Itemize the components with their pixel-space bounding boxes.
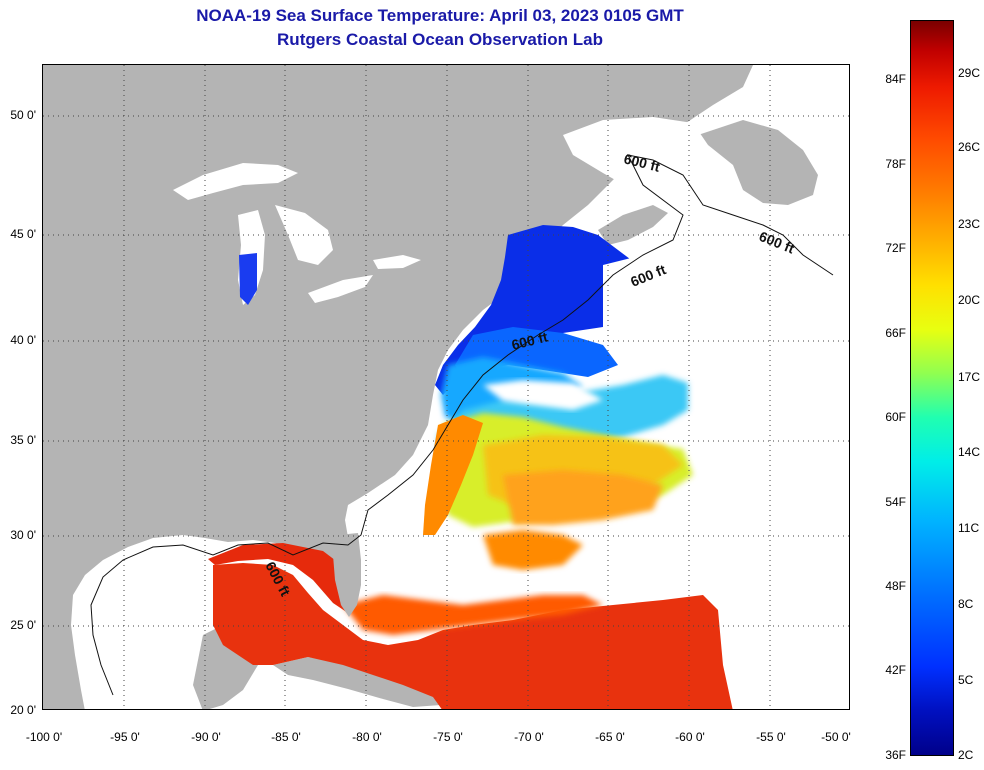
land-newfoundland: [698, 120, 818, 205]
lon-label-70: -70 0': [514, 730, 544, 744]
colorbar-label-20c: 20C: [958, 293, 981, 307]
lon-label-60: -60 0': [675, 730, 705, 744]
land-cuba: [273, 657, 441, 707]
lon-label-85: -85 0': [271, 730, 301, 744]
lon-label-100: -100 0': [25, 730, 63, 744]
lat-label-25: 25 0': [10, 618, 36, 632]
colorbar-label-29c: 29C: [958, 66, 981, 80]
colorbar-label-8c: 8C: [958, 597, 974, 611]
lon-label-65: -65 0': [595, 730, 625, 744]
cloud-north-atlantic: [563, 245, 849, 709]
lat-label-35: 35 0': [10, 433, 36, 447]
colorbar-label-42f: 42F: [885, 663, 906, 677]
lat-label-20: 20 0': [10, 703, 36, 717]
lon-label-95: -95 0': [110, 730, 140, 744]
colorbar-label-72f: 72F: [885, 241, 906, 255]
sst-gulf-caribbean: [208, 530, 733, 709]
colorbar-label-60f: 60F: [885, 410, 906, 424]
lake-erie: [308, 275, 373, 303]
lon-label-55: -55 0': [756, 730, 786, 744]
colorbar-label-36f: 36F: [885, 748, 906, 762]
colorbar-label-66f: 66F: [885, 326, 906, 340]
colorbar-label-11c: 11C: [958, 521, 980, 535]
cloud-central: [483, 380, 603, 410]
lon-label-80: -80 0': [352, 730, 382, 744]
sst-map: 600 ft 600 ft 600 ft 600 ft 600 ft: [42, 64, 850, 710]
colorbar-label-17c: 17C: [958, 370, 981, 384]
lake-michigan-sst: [239, 253, 257, 305]
sst-map-canvas: 600 ft 600 ft 600 ft 600 ft 600 ft: [43, 65, 849, 709]
land-nova-scotia: [598, 205, 668, 245]
lon-label-90: -90 0': [191, 730, 221, 744]
lon-label-75: -75 0': [433, 730, 463, 744]
lake-superior: [173, 163, 298, 200]
land-north-america: [43, 65, 753, 709]
lat-label-30: 30 0': [10, 528, 36, 542]
map-title: NOAA-19 Sea Surface Temperature: April 0…: [196, 6, 684, 25]
lat-label-50: 50 0': [10, 108, 36, 122]
colorbar-label-48f: 48F: [885, 579, 906, 593]
temperature-colorbar: [910, 20, 954, 756]
colorbar-label-26c: 26C: [958, 140, 981, 154]
contour-600ft: [90, 154, 834, 696]
colorbar-label-14c: 14C: [958, 445, 981, 459]
sst-gulf-stream: [423, 375, 693, 535]
map-subtitle: Rutgers Coastal Ocean Observation Lab: [277, 30, 603, 49]
colorbar-label-54f: 54F: [885, 495, 906, 509]
colorbar-label-84f: 84F: [885, 72, 906, 86]
lake-ontario: [373, 255, 421, 269]
lon-label-50: -50 0': [821, 730, 851, 744]
land-florida: [333, 533, 361, 617]
colorbar-label-2c: 2C: [958, 748, 974, 762]
colorbar-label-5c: 5C: [958, 673, 974, 687]
colorbar-label-78f: 78F: [885, 157, 906, 171]
lat-label-45: 45 0': [10, 227, 36, 241]
lat-label-40: 40 0': [10, 333, 36, 347]
colorbar-label-23c: 23C: [958, 217, 981, 231]
